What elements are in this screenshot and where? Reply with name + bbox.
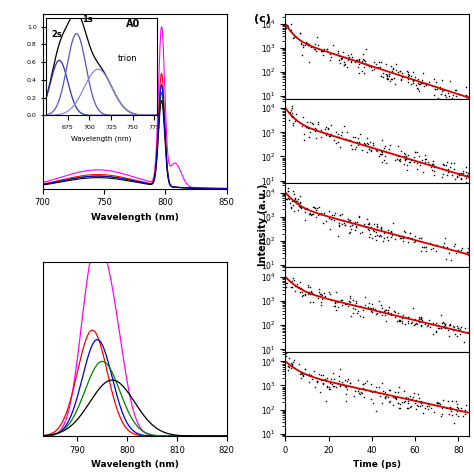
X-axis label: Wavelength (nm): Wavelength (nm) — [91, 213, 179, 222]
Text: Intensity (a.u.): Intensity (a.u.) — [258, 184, 268, 266]
X-axis label: Time (ps): Time (ps) — [353, 460, 401, 469]
Text: (c): (c) — [254, 14, 271, 24]
X-axis label: Wavelength (nm): Wavelength (nm) — [91, 460, 179, 469]
